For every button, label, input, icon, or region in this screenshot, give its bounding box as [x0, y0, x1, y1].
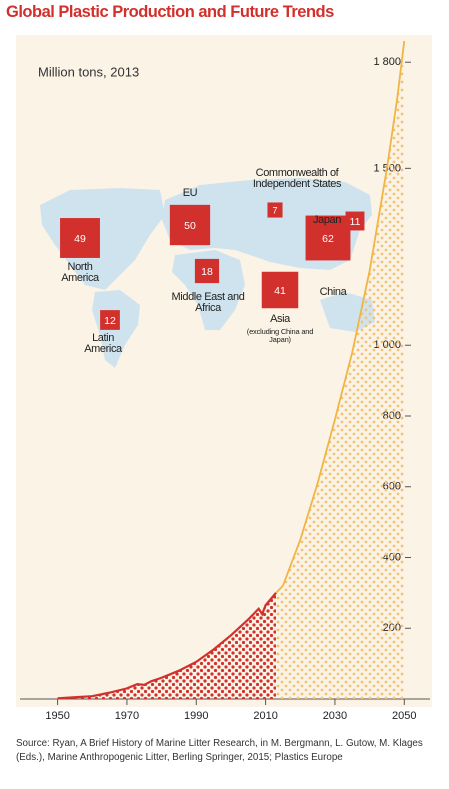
region-label: Japan [313, 214, 341, 226]
y-tick-label: 1 800 [373, 56, 401, 68]
region-value: 7 [272, 205, 277, 215]
source-note: Source: Ryan, A Brief History of Marine … [16, 738, 423, 763]
region-box [305, 215, 351, 261]
chart-title: Global Plastic Production and Future Tre… [6, 3, 334, 21]
line [275, 40, 406, 594]
region-label: North America [61, 261, 99, 284]
region-box [169, 204, 211, 246]
x-tick-label: 2030 [323, 710, 347, 722]
x-tick-label: 2050 [392, 710, 416, 722]
region-box [261, 271, 299, 309]
subtitle: Million tons, 2013 [38, 64, 139, 79]
region-value: 62 [322, 233, 334, 245]
region-label: EU [182, 187, 198, 199]
region-label: Middle East and Africa [171, 291, 245, 314]
region-box [100, 310, 120, 330]
region-label: Asia [270, 313, 290, 325]
line [57, 592, 277, 700]
region-value: 11 [350, 216, 361, 228]
region-value: 49 [74, 233, 86, 245]
region-label: Latin America [84, 332, 122, 355]
region-box [194, 258, 220, 284]
region-value: 41 [274, 285, 286, 297]
region-value: 12 [104, 315, 116, 327]
region-note: (excluding China and Japan) [246, 327, 314, 344]
x-tick-label: 2010 [253, 710, 277, 722]
region-label: Commonwealth of Independent States [252, 167, 342, 190]
region-box [60, 218, 100, 258]
x-tick-label: 1970 [115, 710, 139, 722]
region-label: China [319, 286, 347, 298]
region-value: 50 [184, 220, 196, 232]
region-value: 18 [201, 266, 213, 278]
region-box [267, 202, 283, 218]
x-tick-label: 1950 [45, 710, 69, 722]
area [276, 41, 405, 699]
area [57, 592, 276, 699]
x-tick-label: 1990 [184, 710, 208, 722]
